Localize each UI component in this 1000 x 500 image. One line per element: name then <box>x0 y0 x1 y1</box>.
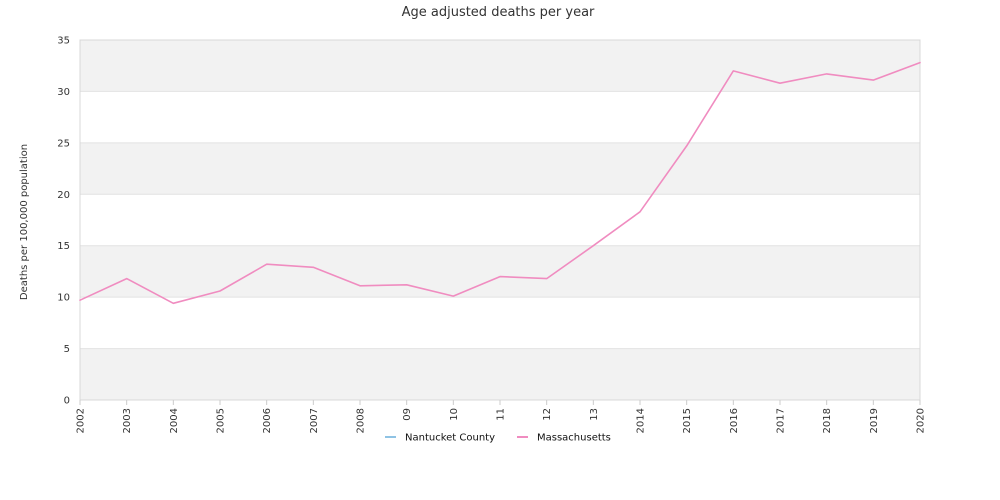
y-tick-label: 15 <box>57 241 70 252</box>
x-tick-label: 2018 <box>822 408 833 433</box>
x-tick-label: 2015 <box>682 408 693 433</box>
y-tick-label: 5 <box>64 344 70 355</box>
y-axis-ticks: 0 5 10 15 20 25 30 35 <box>57 36 70 407</box>
x-tick-label: 2005 <box>216 408 227 433</box>
y-tick-label: 30 <box>57 87 70 98</box>
y-tick-label: 10 <box>57 293 70 304</box>
series-lines <box>79 61 921 305</box>
x-tick-label: 2008 <box>356 408 367 433</box>
grid-bands <box>80 40 920 400</box>
x-tick-label: 2020 <box>916 408 927 433</box>
x-tick-label: 12 <box>542 408 553 421</box>
x-tick-label: 2017 <box>776 408 787 433</box>
x-tick-label: 2007 <box>309 408 320 433</box>
x-tick-label: 2003 <box>122 408 133 433</box>
x-axis-ticks: 2002 2003 2004 2005 2006 2007 2008 09 10 11 12 13 20… <box>76 400 927 433</box>
legend-label: Nantucket County <box>405 433 495 444</box>
x-tick-label: 09 <box>402 408 413 421</box>
grid-band-10-15 <box>80 245 920 298</box>
x-tick-label: 13 <box>589 408 600 421</box>
y-tick-label: 0 <box>64 396 70 407</box>
x-tick-label: 11 <box>496 408 507 421</box>
plot-border <box>79 39 921 401</box>
chart-title: Age adjusted deaths per year <box>402 5 595 20</box>
grid-band-30-35 <box>80 40 920 92</box>
x-tick-label: 2002 <box>76 408 87 433</box>
grid-band-0-5 <box>80 348 920 400</box>
x-tick-label: 10 <box>449 408 460 421</box>
grid-lines <box>80 39 920 401</box>
legend: Nantucket County Massachusetts <box>385 433 611 444</box>
y-tick-label: 35 <box>57 36 70 47</box>
grid-band-20-25 <box>80 142 920 195</box>
x-tick-label: 2004 <box>169 408 180 433</box>
x-tick-label: 2016 <box>729 408 740 433</box>
x-tick-label: 2019 <box>869 408 880 433</box>
y-tick-label: 25 <box>57 138 70 149</box>
legend-label: Massachusetts <box>537 433 611 444</box>
y-tick-label: 20 <box>57 190 70 201</box>
series-line-massachusetts <box>79 61 921 305</box>
y-axis-label: Deaths per 100,000 population <box>19 144 30 300</box>
x-tick-label: 2006 <box>262 408 273 433</box>
x-tick-label: 2014 <box>636 408 647 433</box>
